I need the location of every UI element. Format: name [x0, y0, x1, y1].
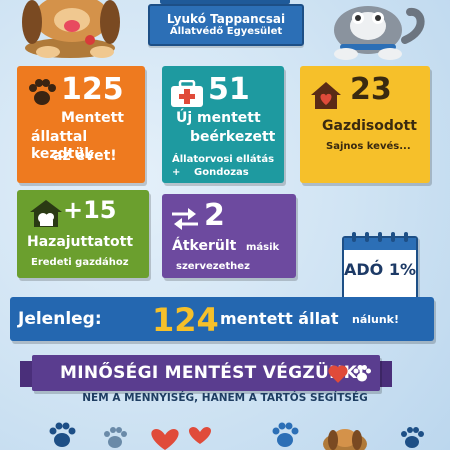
doghouse-icon [30, 200, 62, 227]
current-number: 124 [152, 301, 219, 339]
calendar-rings [352, 232, 408, 242]
stat-line: Mentett [61, 110, 124, 126]
current-count-banner: Jelenleg: 124 mentett állat nálunk! [10, 297, 434, 341]
quality-title: MINŐSÉGI MENTÉST VÉGZÜNK! [60, 363, 366, 383]
org-name: Lyukó Tappancsai [166, 12, 286, 26]
first-aid-kit-icon [171, 80, 203, 107]
stat-card-start: 125 Mentett állattal kezdtük az évet! [17, 66, 145, 183]
stat-card-returned: +15 Hazajuttatott Eredeti gazdához [17, 190, 149, 278]
dog-illustration [22, 0, 120, 58]
stat-card-adopted: 23 Gazdisodott Sajnos kevés... [300, 66, 430, 183]
stat-line: Sajnos kevés... [326, 141, 411, 152]
stat-line: Új mentett [176, 110, 261, 126]
calendar-text: ADÓ 1% [344, 260, 416, 279]
heart-icon [188, 427, 212, 444]
paw-icon [29, 79, 56, 105]
stat-line: Hazajuttatott [27, 234, 134, 250]
home-heart-icon [311, 82, 341, 109]
current-label: mentett állat [220, 309, 339, 328]
tax-calendar: ADÓ 1% [342, 232, 418, 300]
current-suffix: nálunk! [352, 313, 400, 326]
paw-icon [104, 427, 127, 448]
stat-line: Átkerült [172, 238, 237, 254]
paw-icon [272, 422, 299, 447]
banner-top-strip [160, 0, 290, 4]
stat-number: +15 [63, 196, 117, 224]
current-prefix: Jelenleg: [18, 309, 102, 329]
quality-subtitle: NEM A MENNYISÉG, HANEM A TARTÓS SEGÍTSÉG [82, 392, 368, 404]
stat-card-transferred: 2 Átkerült másik szervezethez [162, 194, 296, 278]
stat-line: állattal kezdtük [31, 129, 94, 162]
paw-icon [401, 427, 424, 448]
paw-icon [353, 365, 371, 382]
stat-line: szervezethez [176, 261, 250, 272]
bottom-decoration [49, 422, 424, 450]
cat-illustration [334, 6, 425, 60]
org-banner: Lyukó Tappancsai Állatvédő Egyesület [148, 4, 304, 46]
stat-line: Eredeti gazdához [31, 257, 129, 268]
stat-line: Gazdisodott [322, 118, 417, 134]
transfer-arrows-icon [172, 208, 198, 230]
stat-number: 23 [350, 72, 392, 107]
stat-number: 125 [61, 72, 124, 107]
calendar-top [344, 238, 416, 250]
stat-line: beérkezett [190, 129, 276, 145]
stat-card-new: 51 Új mentett beérkezett Állatorvosi ell… [162, 66, 284, 183]
stat-line: az évet! [53, 148, 117, 164]
stat-number: 51 [208, 72, 250, 107]
stat-line: Állatorvosi ellátás + [172, 154, 275, 178]
quality-banner: MINŐSÉGI MENTÉST VÉGZÜNK! [32, 355, 380, 391]
stat-line: másik [246, 242, 280, 253]
org-subtitle: Állatvédő Egyesület [169, 26, 283, 37]
stat-number: 2 [204, 198, 225, 233]
heart-icon [151, 429, 179, 450]
paw-icon [49, 422, 76, 447]
stat-line: Gondozas [194, 167, 249, 178]
